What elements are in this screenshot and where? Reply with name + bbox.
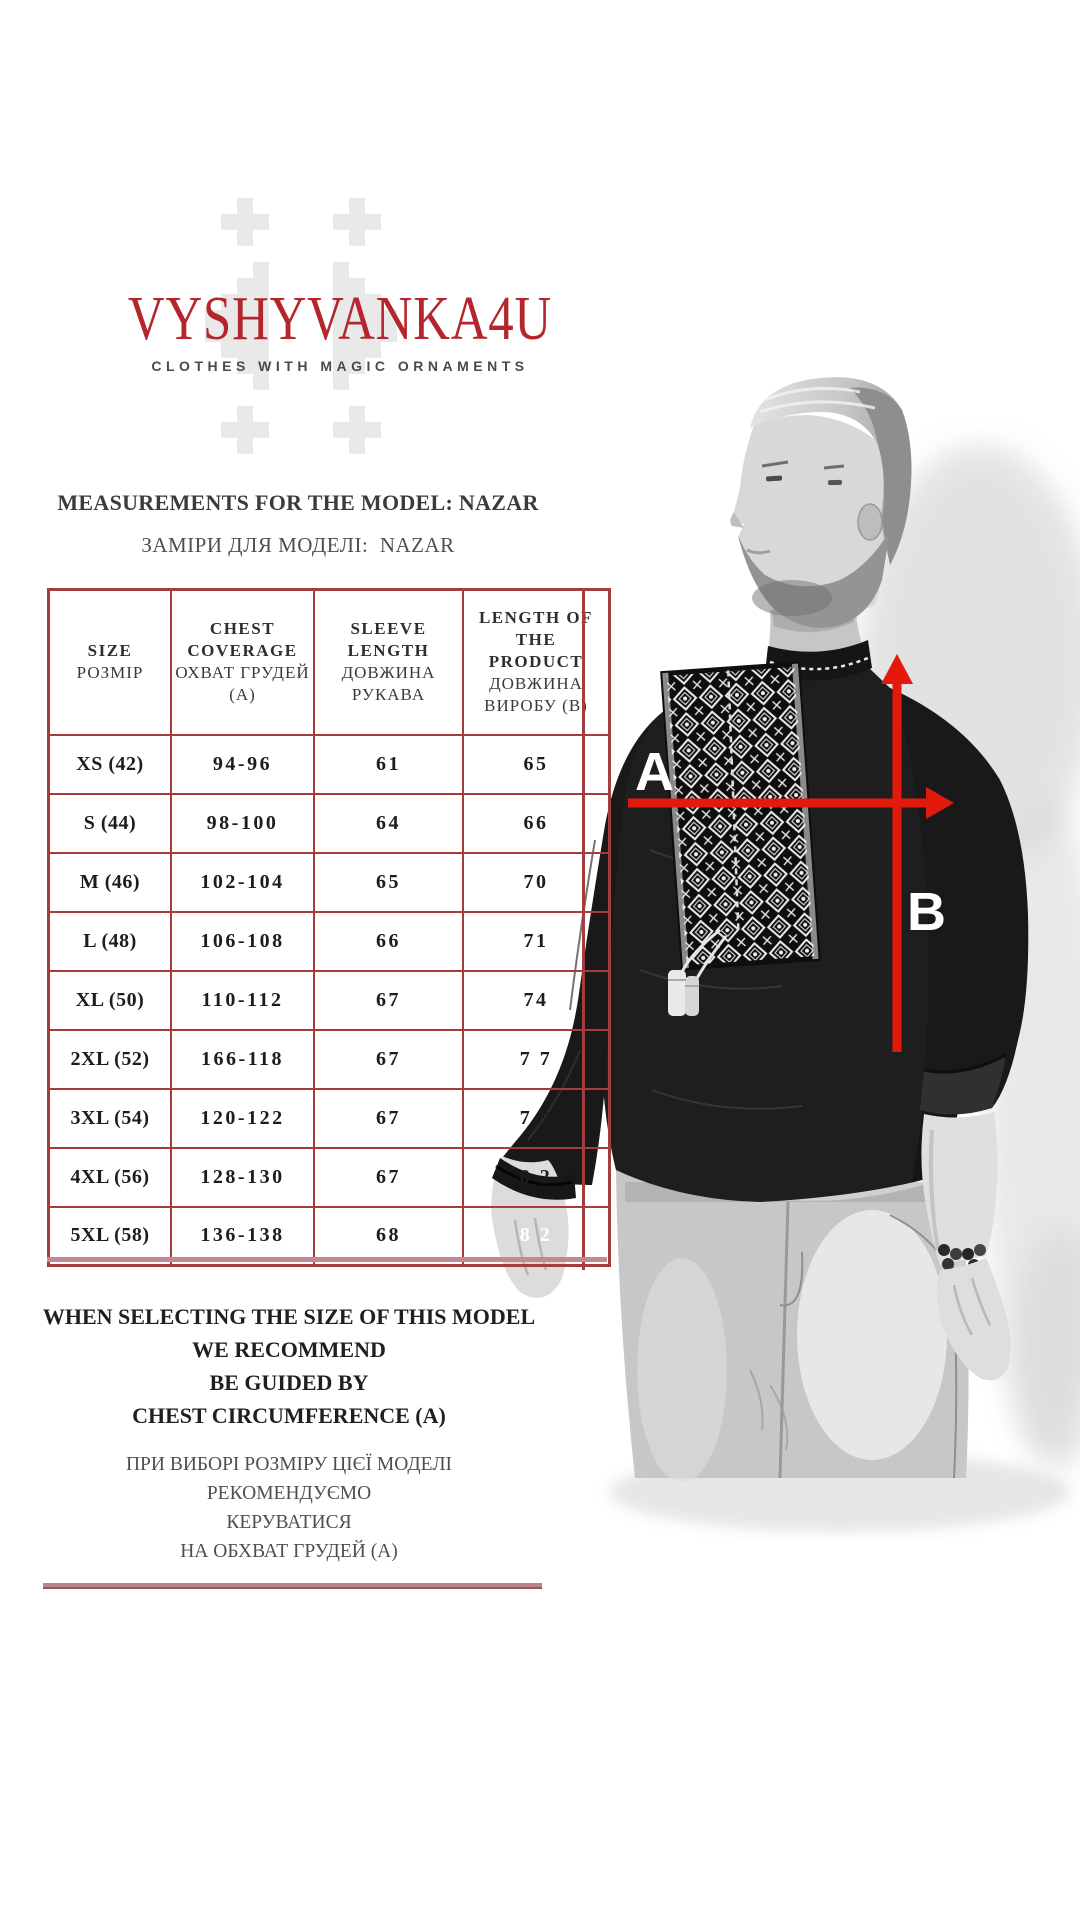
model-photo: A B [491, 377, 1080, 1532]
size-cell: 4XL (56) [47, 1146, 172, 1208]
measurement-arrows: A B [628, 654, 954, 1052]
sleeve-cell: 67 [313, 1146, 464, 1208]
table-row: XS (42) 94-96 61 65 [47, 733, 611, 795]
table-underline [47, 1257, 607, 1262]
table-row: L (48) 106-108 66 71 [47, 910, 611, 972]
table-row: 4XL (56) 128-130 67 8 2 [47, 1146, 611, 1208]
size-cell: 5XL (58) [47, 1205, 172, 1267]
size-cell: 2XL (52) [47, 1028, 172, 1090]
chest-cell: 102-104 [170, 851, 315, 913]
sleeve-cell: 68 [313, 1205, 464, 1267]
recommendation-line: КЕРУВАТИСЯ [226, 1512, 352, 1533]
size-cell: XS (42) [47, 733, 172, 795]
recommendation-line: РЕКОМЕНДУЄМО [206, 1483, 372, 1504]
table-row: S (44) 98-100 64 66 [47, 792, 611, 854]
sleeve-cell: 66 [313, 910, 464, 972]
model-head [730, 377, 912, 628]
recommendation-english: WHEN SELECTING THE SIZE OF THIS MODEL WE… [0, 1300, 578, 1432]
size-cell: S (44) [47, 792, 172, 854]
arrow-a-head [926, 787, 954, 819]
length-cell: 7 9 [462, 1087, 611, 1149]
chest-cell: 106-108 [170, 910, 315, 972]
recommendation-line: BE GUIDED BY [209, 1370, 369, 1395]
chest-cell: 94-96 [170, 733, 315, 795]
label-a: A [635, 742, 674, 802]
chest-cell: 166-118 [170, 1028, 315, 1090]
col-header-sleeve: SLEEVE LENGTH ДОВЖИНА РУКАВА [313, 588, 464, 736]
size-table: SIZE РОЗМІР CHEST COVERAGE ОХВАТ ГРУДЕЙ … [47, 588, 611, 1267]
chest-cell: 128-130 [170, 1146, 315, 1208]
table-row: 5XL (58) 136-138 68 8 2 [47, 1205, 611, 1267]
sleeve-cell: 67 [313, 1028, 464, 1090]
recommendation-ukrainian: ПРИ ВИБОРІ РОЗМІРУ ЦІЄЇ МОДЕЛІ РЕКОМЕНДУ… [0, 1450, 578, 1566]
sleeve-cell: 64 [313, 792, 464, 854]
sleeve-cell: 61 [313, 733, 464, 795]
chest-cell: 110-112 [170, 969, 315, 1031]
length-cell: 71 [462, 910, 611, 972]
col-header-size: SIZE РОЗМІР [47, 588, 172, 736]
length-cell: 65 [462, 733, 611, 795]
size-cell: 3XL (54) [47, 1087, 172, 1149]
title-block: MEASUREMENTS FOR THE MODEL: NAZAR ЗАМІРИ… [0, 490, 596, 558]
cross-stitch-ornament [205, 198, 397, 454]
arrow-b-head [881, 654, 913, 684]
chest-cell: 136-138 [170, 1205, 315, 1267]
length-cell: 66 [462, 792, 611, 854]
recommendation-line: НА ОБХВАТ ГРУДЕЙ (А) [180, 1541, 398, 1562]
length-cell: 8 2 [462, 1146, 611, 1208]
size-cell: XL (50) [47, 969, 172, 1031]
table-row: M (46) 102-104 65 70 [47, 851, 611, 913]
table-row: 3XL (54) 120-122 67 7 9 [47, 1087, 611, 1149]
recommendation-line: WHEN SELECTING THE SIZE OF THIS MODEL [42, 1304, 536, 1329]
length-cell: 74 [462, 969, 611, 1031]
recommendation-line: WE RECOMMEND [192, 1337, 386, 1362]
chest-cell: 120-122 [170, 1087, 315, 1149]
table-row: 2XL (52) 166-118 67 7 7 [47, 1028, 611, 1090]
col-header-length: LENGTH OF THE PRODUCT ДОВЖИНА ВИРОБУ (В) [462, 588, 611, 736]
page-title: MEASUREMENTS FOR THE MODEL: NAZAR [57, 490, 539, 515]
sleeve-cell: 67 [313, 969, 464, 1031]
brand-block: VYSHYVANKA4U CLOTHES WITH MAGIC ORNAMENT… [0, 288, 680, 374]
sleeve-cell: 67 [313, 1087, 464, 1149]
brand-logo: VYSHYVANKA4U [127, 285, 553, 353]
size-cell: M (46) [47, 851, 172, 913]
length-cell: 8 2 [462, 1205, 611, 1267]
embroidery-placket [660, 640, 872, 1016]
table-row: XL (50) 110-112 67 74 [47, 969, 611, 1031]
page-title-ukrainian: ЗАМІРИ ДЛЯ МОДЕЛІ: NAZAR [141, 533, 455, 557]
length-cell: 7 7 [462, 1028, 611, 1090]
recommendation-line: CHEST CIRCUMFERENCE (A) [132, 1403, 446, 1428]
recommendation-line: ПРИ ВИБОРІ РОЗМІРУ ЦІЄЇ МОДЕЛІ [125, 1454, 453, 1475]
bottom-divider [43, 1583, 542, 1589]
jeans [616, 1170, 969, 1482]
right-hand [921, 1112, 1011, 1381]
chest-cell: 98-100 [170, 792, 315, 854]
col-header-chest: CHEST COVERAGE ОХВАТ ГРУДЕЙ (А) [170, 588, 315, 736]
sleeve-cell: 65 [313, 851, 464, 913]
size-cell: L (48) [47, 910, 172, 972]
length-cell: 70 [462, 851, 611, 913]
table-inner-edge-line [582, 588, 585, 1270]
table-header-row: SIZE РОЗМІР CHEST COVERAGE ОХВАТ ГРУДЕЙ … [47, 588, 611, 736]
brand-tagline: CLOTHES WITH MAGIC ORNAMENTS [151, 358, 529, 374]
label-b: B [907, 882, 946, 942]
